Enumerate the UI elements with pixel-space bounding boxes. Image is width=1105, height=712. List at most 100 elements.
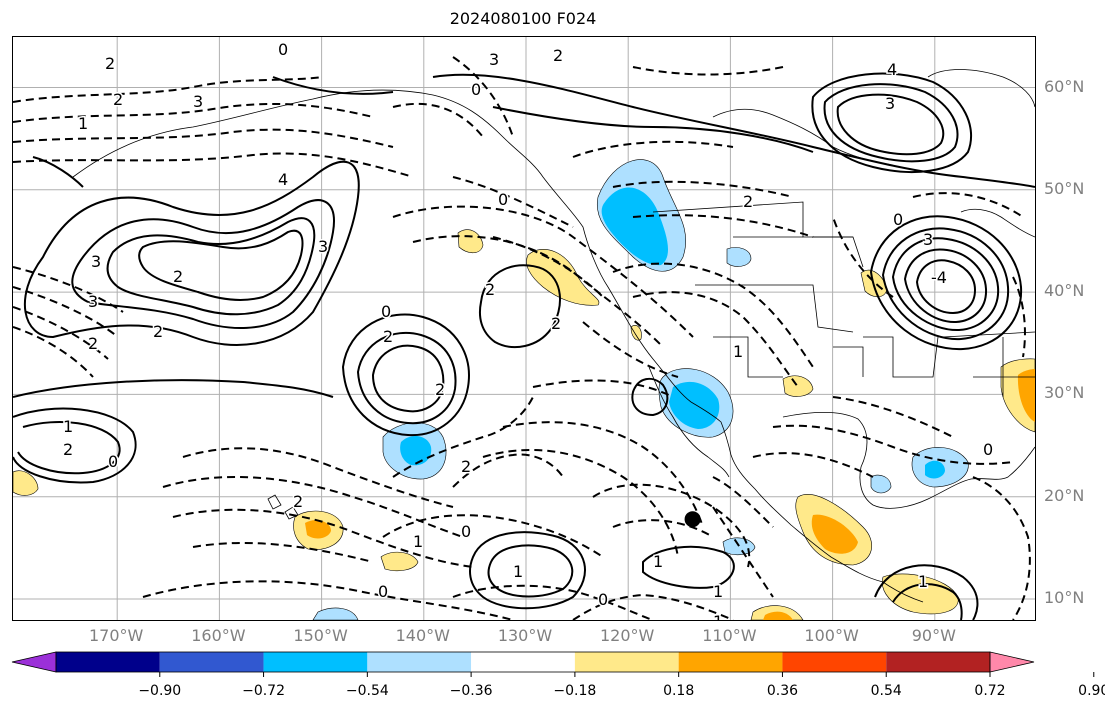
map-title: 2024080100 F024 xyxy=(449,9,597,28)
yellow-fill-southsmall xyxy=(380,551,419,572)
contour-label: 0 xyxy=(108,452,118,471)
contour-label: 1 xyxy=(78,114,88,133)
colorbar-segment xyxy=(886,652,990,672)
contour-label: 1 xyxy=(513,562,523,581)
orange-fill-hawaii xyxy=(305,520,331,539)
map-panel: 2 2 3 1 0 4 3 2 2 1 2 2 0 2 3 3 2 0 0 3 2 0 4 3 -4 3 2 0 1 2 2 0 1 1 0 0 1 0 1… xyxy=(12,36,1036,621)
longitude-label: 170°W xyxy=(89,626,144,645)
blue-fill-small2 xyxy=(722,537,756,556)
contour-label: 2 xyxy=(88,334,98,353)
colorbar-segment xyxy=(574,652,679,672)
colorbar xyxy=(11,651,1095,677)
colorbar-tick-label: −0.54 xyxy=(345,683,389,699)
contour-label: -4 xyxy=(931,268,947,287)
contour-label: 3 xyxy=(885,94,895,113)
contour-label: 3 xyxy=(193,92,203,111)
contour-label: 1 xyxy=(653,552,663,571)
orange-fill-bottom xyxy=(763,611,793,620)
colorbar-extend-low xyxy=(11,651,57,673)
contour-label: 3 xyxy=(88,292,98,311)
yellow-fill-small4 xyxy=(630,325,642,341)
contour-label: 3 xyxy=(318,237,328,256)
contour-label: 3 xyxy=(923,230,933,249)
contour-label: 4 xyxy=(887,60,897,79)
contour-label: 0 xyxy=(278,40,288,59)
colorbar-tick-label: 0.54 xyxy=(870,683,902,699)
orange-fill-mexico xyxy=(811,514,858,554)
orange-fill-east xyxy=(1017,369,1035,422)
anomaly-fills xyxy=(13,159,1035,620)
latitude-label: 10°N xyxy=(1044,588,1085,607)
longitude-label: 150°W xyxy=(293,626,348,645)
contour-label: 3 xyxy=(489,50,499,69)
yellow-fill-coast xyxy=(526,249,600,306)
latitude-label: 30°N xyxy=(1044,383,1085,403)
longitude-label: 160°W xyxy=(191,626,246,645)
contours-positive xyxy=(13,72,1035,620)
colorbar-tick-label: −0.72 xyxy=(242,683,285,699)
contour-labels: 22 3104322122023320032043-432012201100101… xyxy=(62,39,995,621)
colorbar-segment xyxy=(471,652,575,672)
latitude-label: 50°N xyxy=(1044,178,1085,198)
yellow-fill-south xyxy=(882,573,959,615)
contour-label: 0 xyxy=(983,440,993,459)
blue-fill-south xyxy=(312,607,359,620)
colorbar-segment xyxy=(263,652,368,672)
colorbar-segment xyxy=(367,652,472,672)
contour-label: 1 xyxy=(413,532,423,551)
colorbar-tick-label: −0.90 xyxy=(138,683,182,699)
latitude-label: 20°N xyxy=(1044,485,1085,505)
colorbar-tick-label: −0.18 xyxy=(553,683,597,699)
contour-label: 1 xyxy=(733,342,743,361)
colorbar-segment xyxy=(159,652,264,672)
colorbar-tick-label: 0.36 xyxy=(766,683,799,699)
contour-label: 2 xyxy=(743,192,753,211)
cyan-fill-pacific xyxy=(400,435,432,466)
contour-label: 2 xyxy=(173,267,183,286)
contour-label: 0 xyxy=(498,190,508,209)
contour-label: 0 xyxy=(598,590,608,609)
contour-label: 1 xyxy=(63,417,73,436)
yellow-fill-west xyxy=(457,229,484,254)
contour-label: 4 xyxy=(278,170,288,189)
longitude-label: 130°W xyxy=(497,626,553,645)
colorbar-segment xyxy=(782,652,887,672)
blue-fill-small3 xyxy=(870,474,892,494)
colorbar-segment xyxy=(56,652,160,672)
yellow-fill-texas xyxy=(782,375,814,397)
contour-label: 2 xyxy=(383,327,393,346)
contour-label: 2 xyxy=(63,440,73,459)
contour-label: 0 xyxy=(378,582,388,601)
contour-label: 2 xyxy=(551,314,561,333)
contour-label: 1 xyxy=(918,572,928,591)
contour-label: 2 xyxy=(113,90,123,109)
colorbar-tick-label: −0.36 xyxy=(449,683,493,699)
contour-label: 2 xyxy=(461,457,471,476)
contour-label: 2 xyxy=(485,280,495,299)
contour-label: 2 xyxy=(153,322,163,341)
contour-label: 2 xyxy=(553,46,563,65)
longitude-label: 110°W xyxy=(702,626,757,645)
latitude-label: 60°N xyxy=(1044,76,1085,96)
contour-label: 2 xyxy=(293,492,303,511)
colorbar-tick-label: 0.72 xyxy=(974,683,1006,699)
longitude-label: 90°W xyxy=(911,626,956,645)
colorbar-tick-label: 0.90 xyxy=(1078,683,1105,699)
contour-label: 3 xyxy=(91,252,101,271)
contour-label: 2 xyxy=(105,54,115,73)
map-canvas: 22 3104322122023320032043-432012201100101… xyxy=(13,37,1035,620)
coastlines xyxy=(72,69,1035,603)
contours-negative xyxy=(13,56,1031,620)
contour-label: 0 xyxy=(381,302,391,321)
contour-label: 1 xyxy=(713,582,723,601)
yellow-fill-westedge xyxy=(13,470,39,496)
cyan-fill-northwest xyxy=(601,187,669,266)
blue-fill-small1 xyxy=(726,247,752,267)
colorbar-tick-label: 0.18 xyxy=(663,683,695,699)
latitude-label: 40°N xyxy=(1044,281,1085,301)
contour-label: 0 xyxy=(893,210,903,229)
longitude-label: 100°W xyxy=(804,626,859,645)
contour-label: 2 xyxy=(435,380,445,399)
longitude-label: 120°W xyxy=(600,626,655,645)
location-marker xyxy=(684,511,701,528)
